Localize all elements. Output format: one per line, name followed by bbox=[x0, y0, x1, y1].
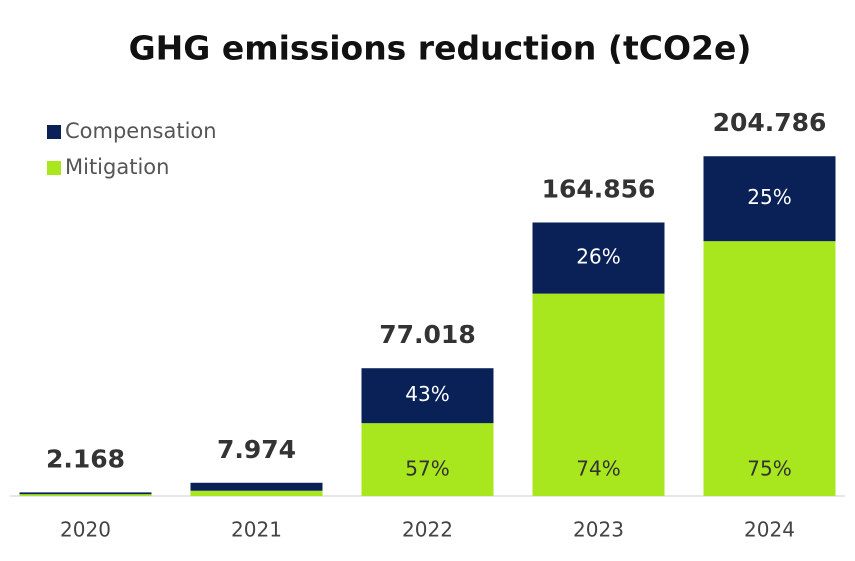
x-tick-label: 2022 bbox=[402, 518, 453, 542]
x-tick-label: 2023 bbox=[573, 518, 624, 542]
bar-segment bbox=[703, 156, 836, 242]
x-tick-label: 2024 bbox=[744, 518, 795, 542]
bar-segment bbox=[361, 368, 494, 424]
total-label: 164.856 bbox=[542, 174, 656, 203]
total-label: 2.168 bbox=[46, 444, 125, 473]
bar-segment bbox=[19, 492, 152, 495]
segment-label: 43% bbox=[405, 382, 449, 406]
bar-segment bbox=[532, 222, 665, 294]
legend-swatch bbox=[47, 125, 61, 139]
segment-label: 26% bbox=[576, 245, 620, 269]
segment-label: 75% bbox=[747, 457, 791, 481]
segment-label: 25% bbox=[747, 185, 791, 209]
legend-label: Mitigation bbox=[65, 155, 169, 179]
chart-title: GHG emissions reduction (tCO2e) bbox=[129, 29, 752, 68]
bar-segment bbox=[532, 293, 665, 496]
legend-label: Compensation bbox=[65, 119, 217, 143]
total-label: 7.974 bbox=[217, 435, 296, 464]
segment-label: 57% bbox=[405, 457, 449, 481]
legend-swatch bbox=[47, 161, 61, 175]
total-label: 77.018 bbox=[379, 320, 475, 349]
bar-segment bbox=[19, 494, 152, 496]
bar-segment bbox=[361, 423, 494, 496]
x-tick-label: 2020 bbox=[60, 518, 111, 542]
x-tick-label: 2021 bbox=[231, 518, 282, 542]
segment-label: 74% bbox=[576, 457, 620, 481]
total-label: 204.786 bbox=[713, 108, 827, 137]
bar-segment bbox=[190, 482, 323, 491]
bar-segment bbox=[703, 241, 836, 496]
bar-segment bbox=[190, 490, 323, 496]
